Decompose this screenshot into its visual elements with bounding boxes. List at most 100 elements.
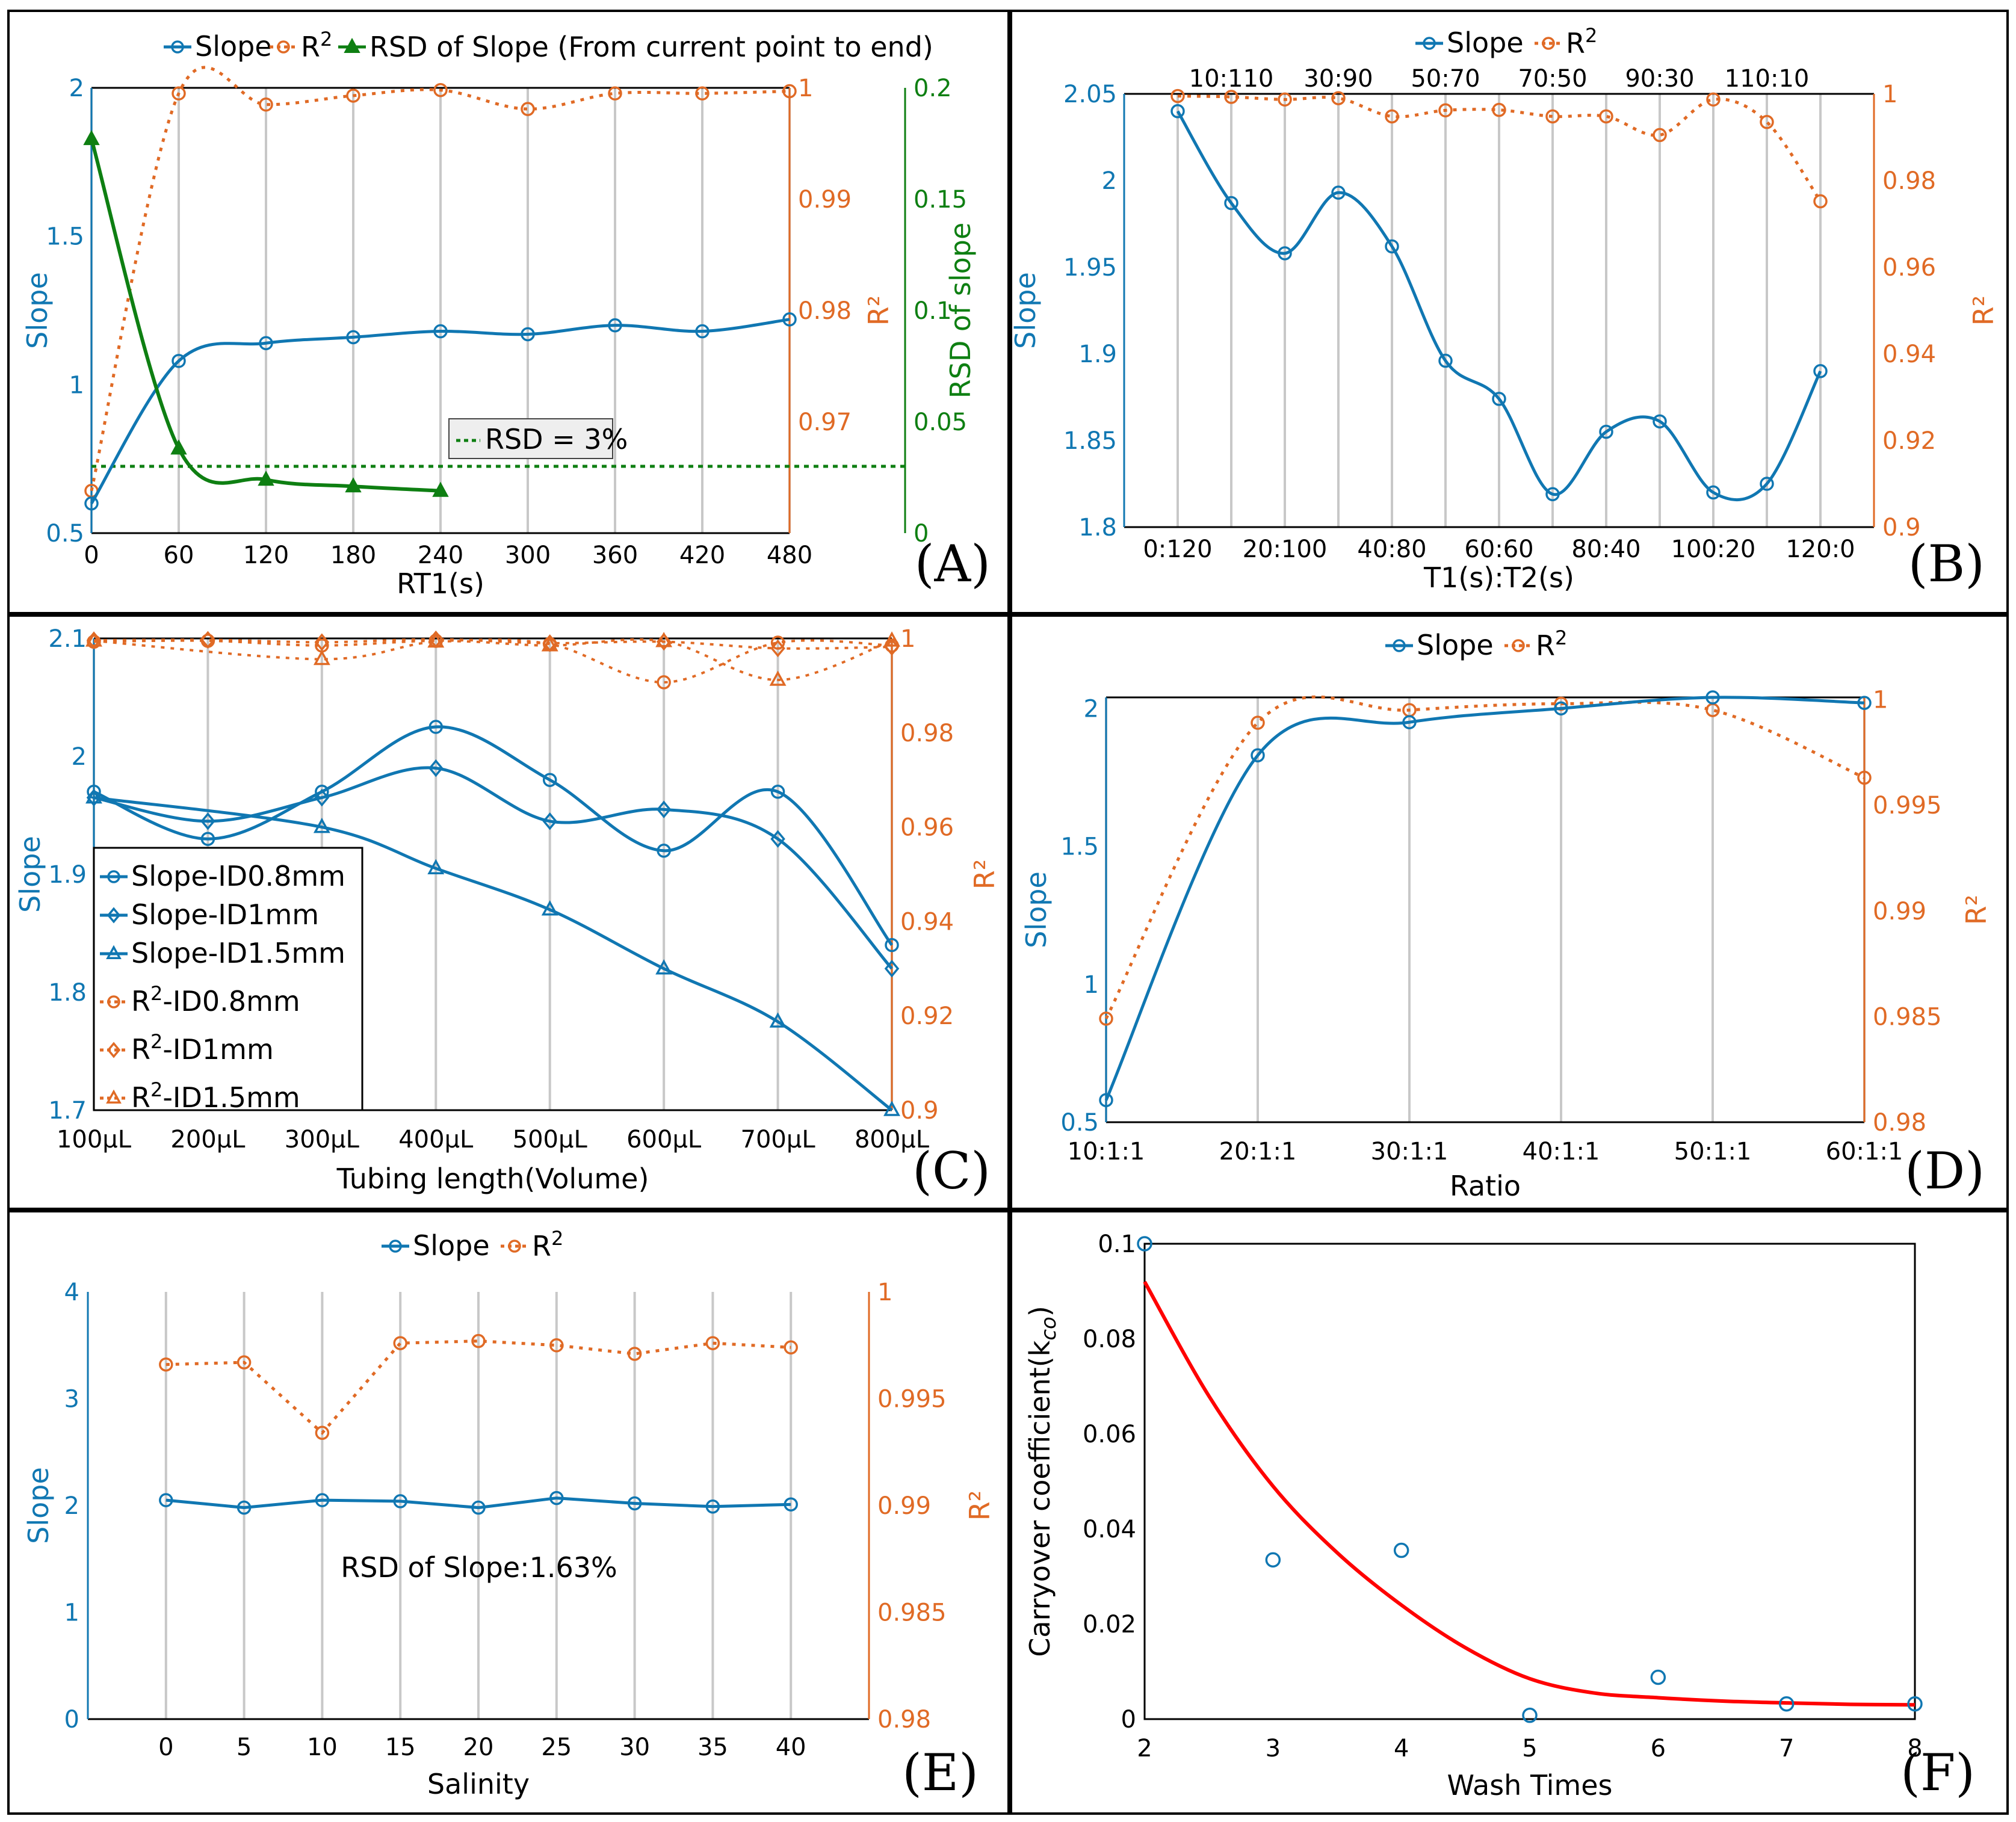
r2-series-marker bbox=[1492, 102, 1506, 117]
y-tick-label: 1.5 bbox=[46, 223, 84, 251]
y2-tick-label: 0.98 bbox=[1882, 167, 1936, 195]
y-tick-label: 2 bbox=[69, 75, 84, 102]
data-point bbox=[1778, 1696, 1795, 1712]
y-tick-label: 1.5 bbox=[1060, 833, 1099, 861]
panel-label: (F) bbox=[1900, 1743, 1975, 1802]
r2-series-marker bbox=[393, 1336, 407, 1350]
x-tick-label: 240 bbox=[418, 542, 463, 569]
x-tick-label: 180 bbox=[330, 542, 376, 569]
x-tick-label: 8 bbox=[1907, 1735, 1922, 1762]
slope-series-2-marker bbox=[314, 788, 330, 807]
y-axis-label: Slope bbox=[22, 1467, 55, 1544]
slope-series-2-marker bbox=[200, 812, 215, 830]
legend-entry: Slope-ID0.8mm bbox=[131, 860, 345, 892]
r2-series-2-marker bbox=[884, 638, 900, 656]
x-tick-label: 120:0 bbox=[1786, 536, 1855, 563]
legend-r2: R2 bbox=[1536, 626, 1567, 662]
panel-a: 0 60 120 180 240 300 360 420 480 0.5 1 1.5 2 0.97 0.98… bbox=[7, 10, 1010, 614]
slope-series-2-marker bbox=[428, 759, 444, 777]
slope-series-marker bbox=[1385, 239, 1399, 254]
r2-series-3-marker bbox=[541, 636, 558, 652]
slope-series-marker bbox=[1099, 1093, 1113, 1108]
legend-rsd: RSD of Slope (From current point to end) bbox=[369, 31, 933, 63]
x-tick-label: 80:40 bbox=[1571, 536, 1640, 563]
y2-tick-label: 0.99 bbox=[1873, 898, 1926, 925]
r2-series-3-marker bbox=[883, 631, 900, 647]
x-tick-label: 40 bbox=[776, 1734, 806, 1761]
data-point bbox=[1393, 1542, 1409, 1558]
y3-tick-label: 0.2 bbox=[914, 75, 952, 102]
x-tick-label: 20 bbox=[463, 1734, 494, 1761]
y2-tick-label: 0.98 bbox=[877, 1706, 931, 1734]
legend-swatch-marker bbox=[107, 995, 120, 1008]
r2-series-marker bbox=[1813, 194, 1828, 209]
r2-series-marker bbox=[1224, 90, 1238, 104]
y2-tick-label: 1 bbox=[900, 625, 915, 653]
y3-tick-label: 0.05 bbox=[914, 409, 967, 436]
legend-entry: R2-ID1.5mm bbox=[131, 1078, 300, 1114]
legend-slope-swatch-marker bbox=[1423, 37, 1436, 50]
y2-tick-label: 0.9 bbox=[900, 1097, 939, 1125]
y2-tick-label: 0.96 bbox=[900, 814, 954, 842]
rsd-series-marker bbox=[345, 477, 362, 493]
x-tick-label: 50:1:1 bbox=[1674, 1138, 1752, 1166]
reference-legend-box bbox=[448, 418, 613, 459]
slope-series-line bbox=[1104, 696, 1865, 1101]
legend-box bbox=[93, 847, 363, 1111]
data-point bbox=[1137, 1236, 1152, 1252]
slope-series-marker bbox=[549, 1490, 564, 1505]
x-tick-label: 10:1:1 bbox=[1068, 1138, 1145, 1166]
slope-series-marker bbox=[1170, 104, 1185, 119]
rsd-series-line bbox=[90, 138, 441, 493]
slope-series-marker bbox=[627, 1496, 642, 1511]
y-tick-label: 1 bbox=[64, 1599, 79, 1627]
slope-series-marker bbox=[1492, 392, 1506, 406]
y2-tick-label: 0.94 bbox=[1882, 341, 1936, 368]
slope-series-3-marker bbox=[769, 1012, 787, 1028]
y-tick-label: 0.06 bbox=[1083, 1421, 1136, 1448]
slope-series-1-marker bbox=[428, 720, 444, 734]
r2-series-line bbox=[165, 1339, 791, 1435]
r2-series-3-marker bbox=[85, 631, 102, 647]
x-tick-label: 30 bbox=[619, 1734, 650, 1761]
x-tick-label: 2 bbox=[1137, 1735, 1152, 1762]
y2-axis-label: R² bbox=[1960, 895, 1993, 925]
x-tick-label: 60 bbox=[164, 542, 194, 569]
r2-series-marker bbox=[1706, 92, 1721, 107]
r2-series-2-marker bbox=[200, 631, 215, 649]
r2-series-3-marker bbox=[313, 649, 330, 665]
slope-series-1-marker bbox=[200, 832, 215, 846]
legend-r2: R2 bbox=[301, 28, 332, 63]
slope-series-marker bbox=[237, 1500, 252, 1515]
y-tick-label: 1.7 bbox=[48, 1097, 87, 1125]
y2-tick-label: 0.94 bbox=[900, 908, 954, 936]
slope-series-marker bbox=[1760, 477, 1774, 491]
x-axis-label: Tubing length(Volume) bbox=[336, 1163, 649, 1195]
r2-series-3-marker bbox=[655, 632, 673, 647]
x-tick-label: 420 bbox=[679, 542, 725, 569]
r2-series-marker bbox=[1857, 770, 1872, 785]
x-tick-label: 60:1:1 bbox=[1826, 1138, 1903, 1166]
slope-series-3-marker bbox=[313, 817, 330, 833]
r2-series-3-marker bbox=[769, 670, 787, 686]
x-tick-label: 100μL bbox=[57, 1126, 132, 1153]
y-tick-label: 0.08 bbox=[1083, 1326, 1136, 1353]
chart-f: 2 3 4 5 6 7 8 0 0.02 0.04 0.06 0.08 0.1 Wash Times Car… bbox=[1024, 1231, 1975, 1802]
r2-series-2-marker bbox=[770, 639, 785, 658]
slope-series-marker bbox=[1705, 690, 1720, 705]
x-axis-label: T1(s):T2(s) bbox=[1423, 561, 1574, 594]
r2-series-marker bbox=[172, 86, 186, 100]
x-tick-label: 600μL bbox=[626, 1126, 702, 1153]
slope-series-marker bbox=[1706, 485, 1721, 500]
r2-series-marker bbox=[1438, 103, 1453, 118]
r2-series-1-line bbox=[93, 638, 892, 684]
r2-series-3-line bbox=[93, 638, 892, 681]
x-tick-label: 5 bbox=[237, 1734, 252, 1761]
y-tick-label: 0 bbox=[64, 1706, 79, 1734]
y-tick-label: 3 bbox=[64, 1386, 79, 1413]
slope-series-marker bbox=[1857, 696, 1872, 710]
slope-series-3-marker bbox=[883, 1101, 900, 1116]
y-tick-label: 0.5 bbox=[46, 520, 84, 548]
x-tick-label: 40:80 bbox=[1357, 536, 1426, 563]
legend-slope-swatch-marker bbox=[171, 40, 184, 54]
